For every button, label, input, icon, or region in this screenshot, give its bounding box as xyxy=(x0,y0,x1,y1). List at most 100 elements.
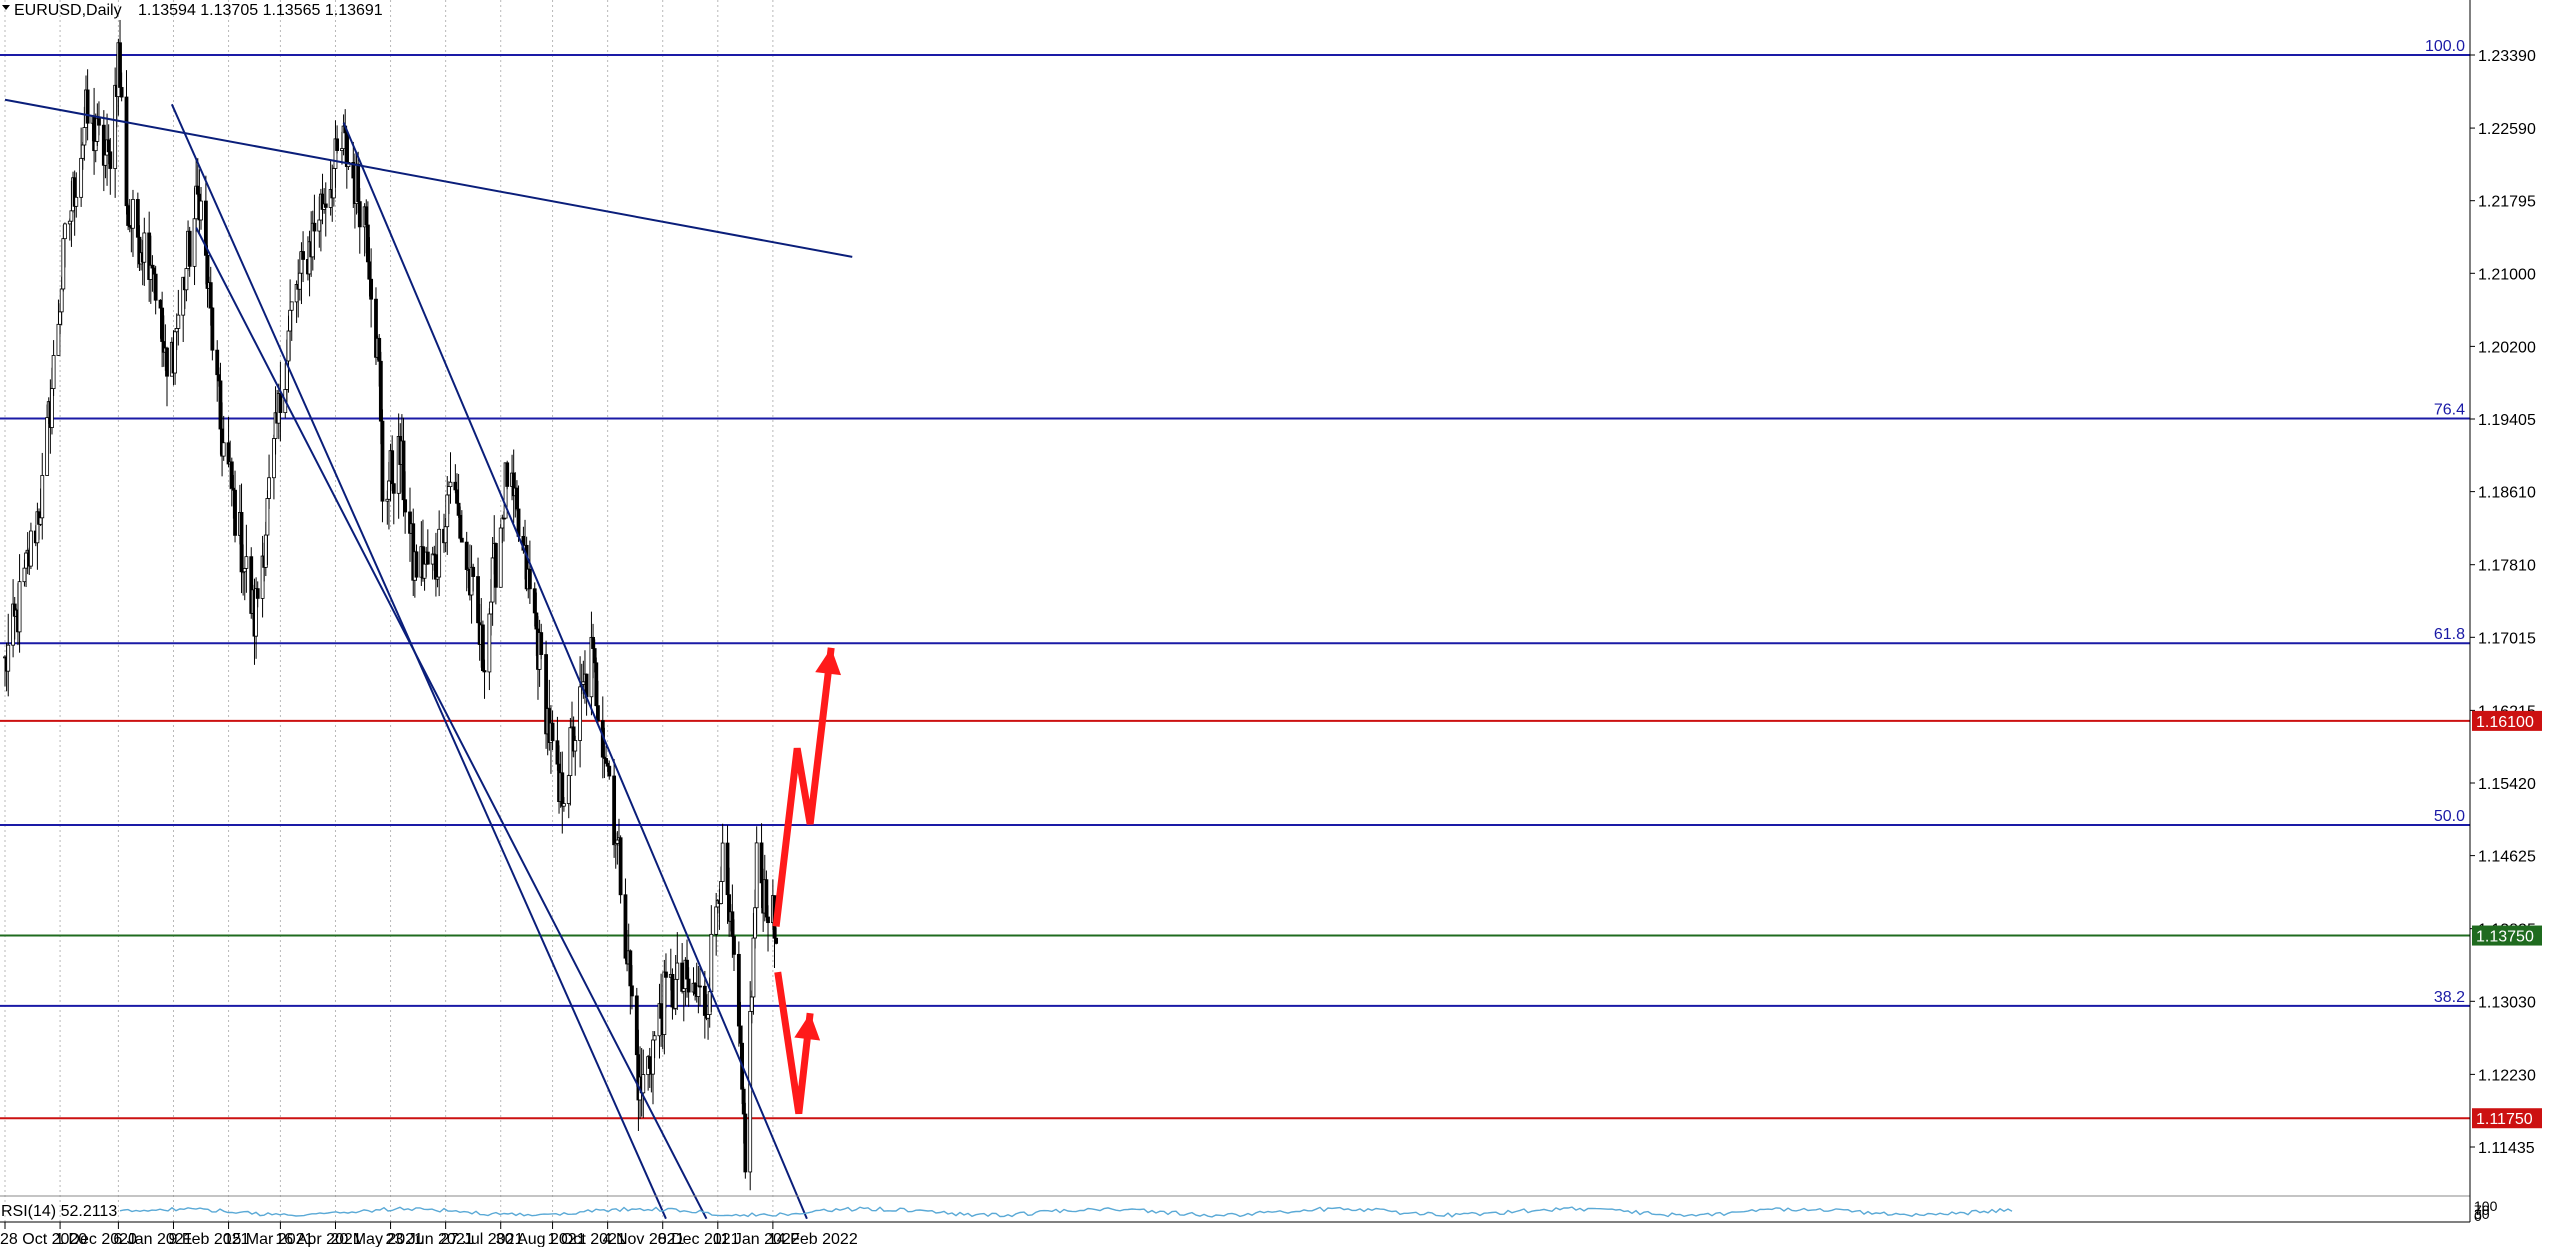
candle-body xyxy=(686,978,691,993)
candle-body xyxy=(297,272,302,290)
candle-body xyxy=(108,151,113,169)
candle-body xyxy=(673,978,678,1009)
candle-body xyxy=(698,985,702,988)
candle-body xyxy=(490,557,495,603)
candle-body xyxy=(725,842,730,896)
price-tick-label: 1.20200 xyxy=(2478,339,2536,356)
candle-body xyxy=(749,996,754,1012)
price-level-tag-text: 1.13750 xyxy=(2476,929,2534,946)
candle-body xyxy=(471,566,476,577)
candle-body xyxy=(118,42,122,88)
fib-level-label: 76.4 xyxy=(2434,402,2465,419)
candle-body xyxy=(24,552,28,569)
candle-body xyxy=(430,553,435,565)
price-tick-label: 1.14625 xyxy=(2478,849,2536,866)
candle-body xyxy=(263,534,268,568)
candle-body xyxy=(152,267,156,275)
candle-body xyxy=(630,985,634,997)
candlesticks xyxy=(3,19,779,1191)
candle-body xyxy=(759,842,764,884)
trendline[interactable] xyxy=(342,122,808,1220)
candle-body xyxy=(113,84,118,169)
price-tick-label: 1.17015 xyxy=(2478,630,2536,647)
candle-body xyxy=(741,1088,746,1115)
candle-body xyxy=(604,758,608,764)
fib-level-label: 50.0 xyxy=(2434,808,2465,825)
candle-body xyxy=(505,462,510,487)
candle-body xyxy=(45,417,50,476)
scenario-arrow[interactable] xyxy=(772,647,835,927)
candle-body xyxy=(50,388,54,428)
time-tick-label: 11 Jan 2022 xyxy=(713,1231,800,1247)
candle-body xyxy=(566,775,571,804)
trendline[interactable] xyxy=(4,98,853,258)
candle-body xyxy=(706,1014,710,1019)
candle-body xyxy=(482,670,487,673)
candle-body xyxy=(160,307,165,342)
candle-body xyxy=(573,740,578,752)
candle-body xyxy=(403,499,408,513)
candle-body xyxy=(647,1056,652,1069)
candle-body xyxy=(515,487,519,510)
candle-body xyxy=(82,127,87,146)
candle-body xyxy=(560,772,565,807)
candle-body xyxy=(539,632,544,655)
price-level-tag-text: 1.11750 xyxy=(2476,1111,2533,1128)
candle-body xyxy=(131,199,135,229)
candle-body xyxy=(641,1074,646,1094)
candle-body xyxy=(662,971,667,1035)
candle-body xyxy=(40,475,45,519)
candle-body xyxy=(675,962,680,980)
candle-body xyxy=(135,199,140,238)
candle-body xyxy=(367,261,372,280)
candle-body xyxy=(720,842,725,882)
candle-body xyxy=(753,907,757,939)
price-tick-label: 1.11435 xyxy=(2478,1140,2535,1157)
price-level-tag xyxy=(2472,1108,2542,1129)
candle-body xyxy=(414,551,419,578)
trendline[interactable] xyxy=(195,227,708,1220)
candle-body xyxy=(242,567,247,573)
candle-body xyxy=(670,973,675,1008)
candle-body xyxy=(67,220,72,225)
candle-body xyxy=(210,307,215,351)
candle-body xyxy=(751,937,756,998)
symbol-dropdown-icon[interactable] xyxy=(2,5,10,10)
candle-body xyxy=(142,232,147,263)
candle-body xyxy=(106,139,111,153)
candle-body xyxy=(286,330,291,362)
candle-body xyxy=(480,624,485,671)
candle-body xyxy=(732,936,736,955)
price-levels: 100.0 76.4 61.8 50.0 38.2 xyxy=(0,38,2470,1120)
candle-body xyxy=(199,200,203,221)
candle-body xyxy=(453,481,458,491)
candle-body xyxy=(229,461,234,489)
price-tick-label: 1.22590 xyxy=(2478,121,2536,138)
candle-body xyxy=(153,273,158,301)
candle-body xyxy=(51,355,56,389)
candle-body xyxy=(365,224,370,263)
candle-body xyxy=(208,282,213,309)
price-tick-label: 1.19405 xyxy=(2478,412,2536,429)
candle-body xyxy=(693,982,698,995)
time-tick-label: 1 Oct 2021 xyxy=(548,1231,626,1247)
candle-body xyxy=(493,543,498,588)
candle-body xyxy=(680,962,685,992)
time-tick-label: 8 Dec 2021 xyxy=(658,1231,740,1247)
symbol-label: EURUSD,Daily xyxy=(14,2,122,19)
candle-body xyxy=(357,201,362,228)
candle-body xyxy=(401,440,406,501)
candle-body xyxy=(63,223,67,240)
price-axis: 1.23390 1.22590 1.21795 1.21000 1.20200 1.194… xyxy=(2470,48,2536,1157)
candle-body xyxy=(391,483,396,494)
candle-body xyxy=(754,842,759,909)
candle-body xyxy=(652,1035,657,1041)
time-tick-label: 6 Jan 2021 xyxy=(113,1231,192,1247)
candle-body xyxy=(719,881,723,904)
scenario-arrow[interactable] xyxy=(774,971,814,1115)
candle-body xyxy=(93,140,98,152)
vertical-grid xyxy=(4,0,774,1222)
candle-body xyxy=(455,489,459,504)
